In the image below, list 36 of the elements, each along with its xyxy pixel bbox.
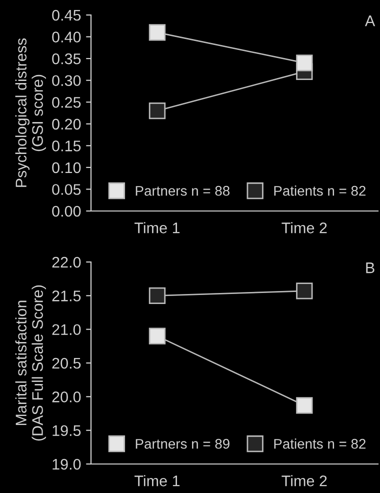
point [148, 24, 166, 41]
y-tick-label: 0.30 [52, 75, 81, 86]
point [296, 397, 313, 414]
chart-title: A [364, 16, 376, 26]
y-tick-label: 21.0 [52, 324, 81, 336]
y-tick-label: 0.05 [52, 184, 81, 195]
y-tick-label: 0.40 [52, 32, 81, 42]
y-axis-title: Marital satisfaction (DAS Full Scale Score) [15, 285, 46, 441]
x-tick-label: Time 2 [282, 222, 327, 234]
x-tick-label: Time 1 [134, 475, 180, 486]
y-tick-label: 0.35 [52, 53, 81, 64]
point [148, 102, 166, 120]
y-tick-label: 0.00 [52, 206, 81, 217]
y-tick-label: 20.5 [52, 358, 81, 369]
legend-label: Partners n = 89 [136, 438, 230, 449]
point [148, 328, 166, 344]
y-tick-label: 0.10 [52, 162, 81, 174]
y-tick-label: 19.5 [52, 425, 81, 436]
legend-label: Partners n = 88 [136, 186, 230, 196]
chart-title: B [366, 262, 374, 274]
y-tick-label: 21.5 [52, 290, 81, 302]
y-tick-label: 0.20 [52, 118, 81, 130]
x-tick-label: Time 2 [282, 475, 327, 486]
y-tick-label: 19.0 [52, 458, 81, 470]
y-tick-label: 0.15 [52, 140, 81, 152]
legend-label: Patients n = 82 [274, 186, 366, 196]
x-tick-label: Time 1 [134, 222, 180, 234]
y-tick-label: 20.0 [52, 392, 81, 402]
point [148, 287, 166, 304]
point [296, 282, 313, 300]
y-tick-label: 0.45 [52, 10, 81, 21]
legend-label: Patients n = 82 [274, 438, 366, 449]
y-tick-label: 0.25 [52, 96, 81, 108]
y-tick-label: 22.0 [52, 256, 81, 268]
point [296, 54, 313, 72]
y-axis-title: Psychological distress (GSI score) [15, 38, 46, 187]
